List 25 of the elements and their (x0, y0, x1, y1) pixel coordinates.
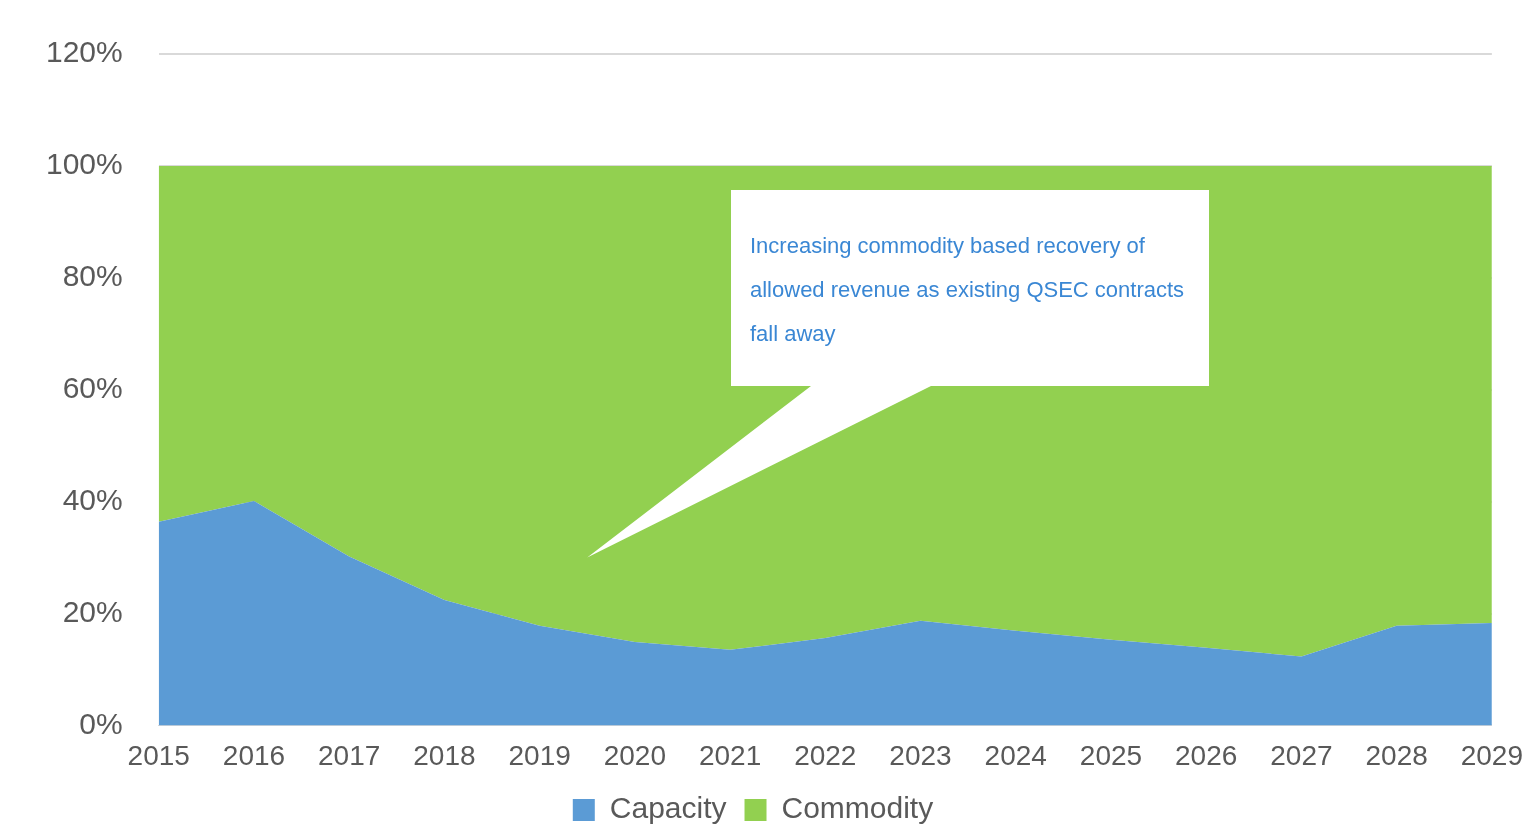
x-tick-label: 2019 (508, 739, 571, 771)
y-tick-label: 60% (62, 370, 123, 404)
x-tick-label: 2028 (1365, 739, 1428, 771)
y-tick-label: 0% (79, 706, 123, 740)
legend-label: Capacity (609, 791, 727, 825)
y-tick-label: 120% (45, 35, 123, 69)
x-tick-label: 2024 (984, 739, 1047, 771)
x-tick-label: 2018 (413, 739, 476, 771)
legend-label: Commodity (781, 791, 934, 825)
y-tick-label: 80% (62, 259, 123, 293)
x-tick-label: 2026 (1175, 739, 1238, 771)
x-tick-label: 2023 (889, 739, 952, 771)
x-tick-label: 2029 (1460, 739, 1523, 771)
y-tick-label: 40% (62, 482, 123, 516)
annotation: Increasing commodity based recovery of allowed revenue as existing QSEC contracts fall away (750, 233, 1185, 347)
x-tick-label: 2015 (127, 739, 190, 771)
x-tick-label: 2021 (698, 739, 762, 771)
y-tick-label: 20% (62, 594, 123, 628)
x-tick-label: 2017 (318, 739, 381, 771)
x-tick-label: 2022 (794, 739, 857, 771)
x-tick-label: 2025 (1079, 739, 1143, 771)
x-tick-label: 2016 (222, 739, 286, 771)
x-tick-label: 2020 (603, 739, 666, 771)
y-tick-label: 100% (45, 147, 123, 181)
x-tick-label: 2027 (1270, 739, 1333, 771)
